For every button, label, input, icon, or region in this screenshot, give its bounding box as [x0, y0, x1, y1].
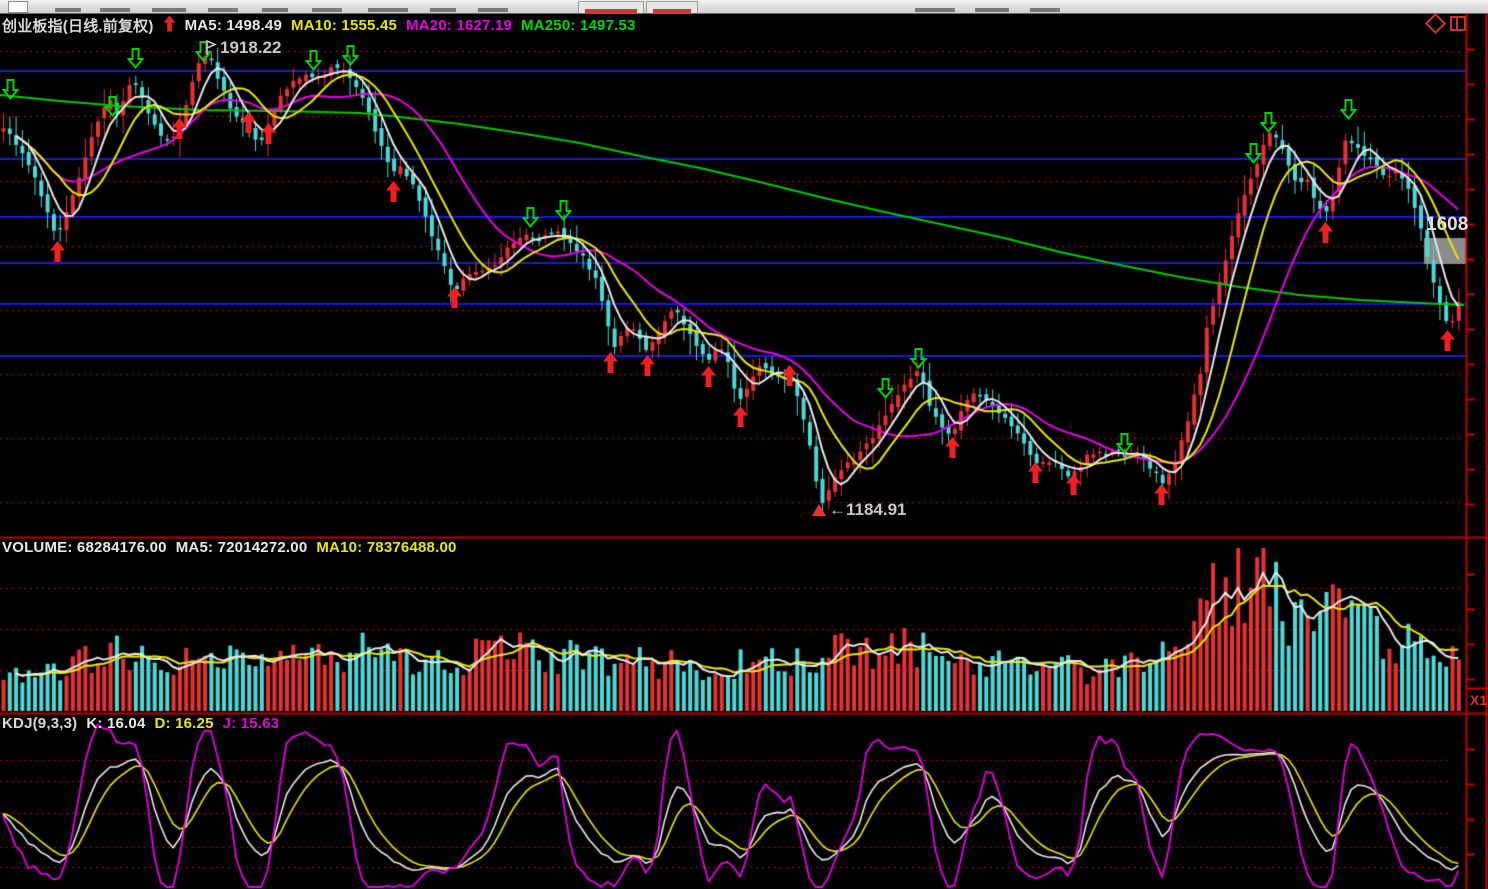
low-point-marker-icon — [812, 504, 826, 516]
volume-value: VOLUME: 68284176.00 — [2, 539, 167, 556]
menu-text-fragment — [915, 8, 955, 12]
menu-text-fragment — [100, 8, 130, 12]
menu-text-fragment — [975, 8, 1009, 12]
menu-text-fragment — [312, 8, 342, 12]
menu-quote-button[interactable] — [578, 1, 644, 13]
menu-text-fragment — [368, 8, 408, 12]
sell-signal-arrow — [1244, 143, 1263, 165]
sell-signal-arrow — [304, 50, 323, 72]
buy-signal-arrow — [1439, 330, 1456, 351]
kdj-d: D: 16.25 — [154, 715, 214, 732]
sell-signal-arrow — [1339, 99, 1358, 121]
buy-signal-arrow — [1153, 484, 1170, 505]
buy-signal-arrow — [171, 118, 188, 139]
up-arrow-icon — [163, 15, 176, 36]
ma5-legend: MA5: 1498.49 — [184, 17, 283, 34]
menu-text-fragment — [478, 8, 508, 12]
menu-quote-button[interactable] — [646, 1, 698, 13]
menu-bar[interactable] — [0, 0, 1488, 14]
axis-scale-label[interactable]: X1 — [1470, 692, 1488, 708]
buy-signal-arrow — [732, 406, 749, 427]
price-axis-label: 1608 — [1426, 214, 1469, 235]
menu-text-fragment — [430, 8, 456, 12]
sell-signal-arrow — [341, 45, 360, 67]
buy-signal-arrow — [1027, 462, 1044, 483]
sell-signal-arrow — [1115, 433, 1134, 455]
menu-text-fragment — [208, 8, 238, 12]
split-window-icon[interactable] — [1450, 16, 1466, 31]
ma20-legend: MA20: 1627.19 — [406, 17, 513, 34]
chart-title: 创业板指(日线.前复权) — [2, 18, 154, 35]
volume-legend: VOLUME: 68284176.00 MA5: 72014272.00 MA1… — [2, 539, 457, 556]
buy-signal-arrow — [260, 123, 277, 144]
menu-app-icon[interactable] — [8, 1, 28, 13]
ma10-legend: MA10: 1555.45 — [291, 17, 398, 34]
sell-signal-arrow — [1, 79, 20, 101]
menu-text-fragment — [1030, 8, 1060, 12]
buy-signal-arrow — [781, 365, 798, 386]
kdj-title: KDJ(9,3,3) — [2, 715, 78, 732]
flag-marker-icon — [206, 40, 217, 55]
low-price-annotation: ←1184.91 — [812, 500, 907, 520]
buy-signal-arrow — [944, 437, 961, 458]
menu-text-fragment — [152, 8, 186, 12]
sell-signal-arrow — [126, 48, 145, 70]
buy-signal-arrow — [700, 366, 717, 387]
buy-signal-arrow — [385, 181, 402, 202]
sell-signal-arrow — [103, 96, 122, 118]
pane-corner-controls — [1424, 12, 1466, 35]
buy-signal-arrow — [49, 241, 66, 262]
buy-signal-arrow — [1317, 222, 1334, 243]
kdj-j: J: 15.63 — [222, 715, 280, 732]
buy-signal-arrow — [1065, 474, 1082, 495]
high-price-annotation: 1918.22 — [205, 38, 281, 58]
sell-signal-arrow — [554, 200, 573, 222]
menu-text-fragment — [55, 8, 81, 12]
sell-signal-arrow — [909, 348, 928, 370]
sell-signal-arrow — [521, 207, 540, 229]
sell-signal-arrow — [1259, 112, 1278, 134]
main-chart-legend: 创业板指(日线.前复权) MA5: 1498.49 MA10: 1555.45 … — [2, 15, 636, 36]
buy-signal-arrow — [446, 287, 463, 308]
volume-ma5: MA5: 72014272.00 — [175, 539, 308, 556]
ma250-legend: MA250: 1497.53 — [521, 17, 636, 34]
buy-signal-arrow — [240, 112, 257, 133]
kdj-legend: KDJ(9,3,3) K: 16.04 D: 16.25 J: 15.63 — [2, 715, 279, 732]
menu-text-fragment — [262, 8, 288, 12]
kdj-k: K: 16.04 — [86, 715, 146, 732]
sell-signal-arrow — [876, 378, 895, 400]
volume-ma10: MA10: 78376488.00 — [316, 539, 457, 556]
buy-signal-arrow — [639, 355, 656, 376]
diamond-icon[interactable] — [1424, 12, 1447, 35]
buy-signal-arrow — [602, 352, 619, 373]
